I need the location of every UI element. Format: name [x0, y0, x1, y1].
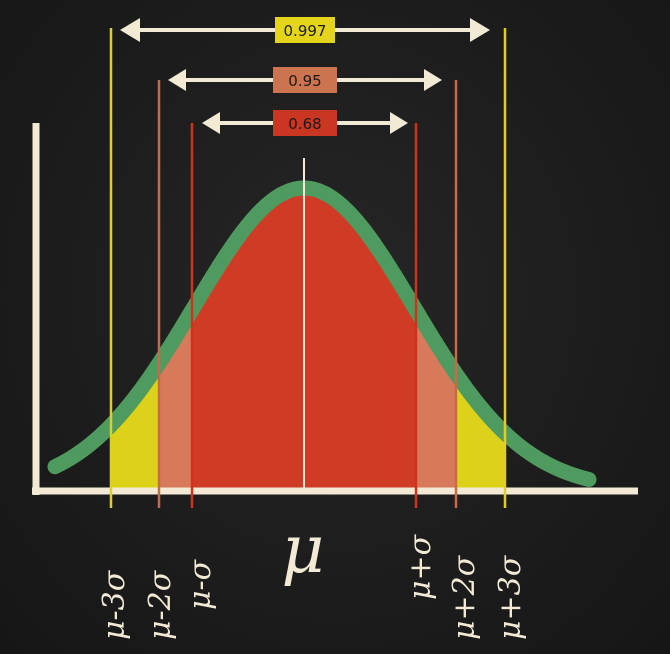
label-mu-plus-3-sigma: μ+3σ — [493, 554, 528, 640]
label-mu: μ — [282, 511, 325, 588]
label-mu-minus-2-sigma: μ-2σ — [143, 569, 178, 640]
label-0-68: 0.68 — [273, 110, 337, 136]
bell-curve — [47, 180, 597, 487]
label-0-997: 0.997 — [275, 17, 335, 43]
label-0-95: 0.95 — [273, 67, 337, 93]
label-mu-plus-2-sigma: μ+2σ — [447, 554, 482, 640]
label-mu-minus-sigma: μ-σ — [183, 558, 218, 610]
label-0-68-text: 0.68 — [288, 115, 321, 133]
label-mu-plus-sigma: μ+σ — [403, 533, 438, 600]
label-0-997-text: 0.997 — [284, 22, 327, 40]
label-0-95-text: 0.95 — [288, 72, 321, 90]
label-mu-minus-3-sigma: μ-3σ — [97, 569, 132, 640]
